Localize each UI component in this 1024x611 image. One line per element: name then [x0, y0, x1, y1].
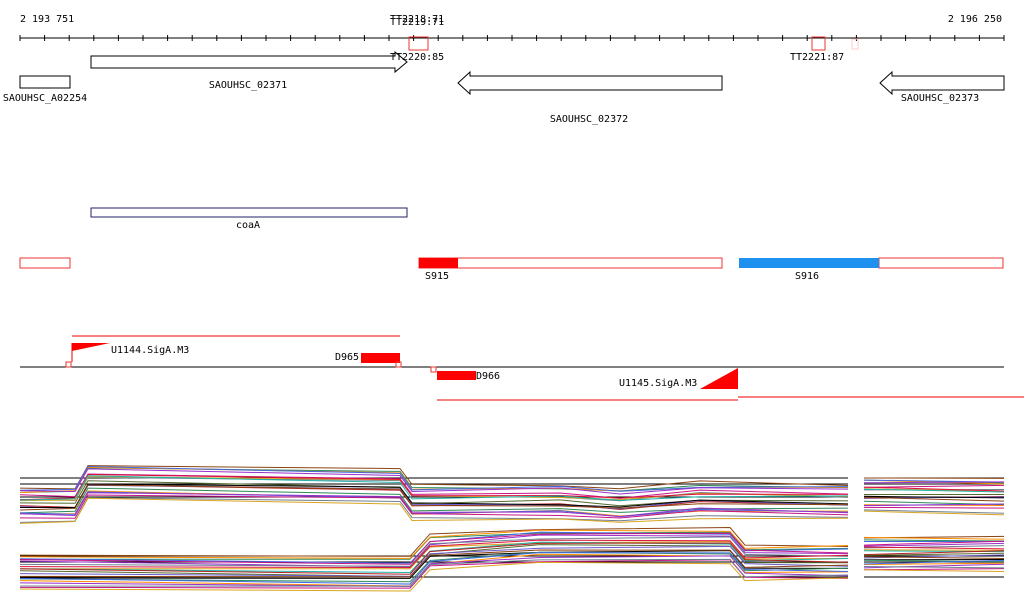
- gene: [90, 50, 408, 74]
- expression-trace: [863, 542, 1005, 547]
- expression-trace: [19, 531, 849, 564]
- expression-trace: [19, 539, 849, 569]
- expression-trace: [863, 539, 1005, 542]
- expression-trace: [19, 484, 849, 511]
- expression-trace: [19, 542, 849, 575]
- gene: [457, 70, 723, 96]
- terminator-box: [851, 38, 859, 50]
- feature-label: U1145.SigA.M3: [619, 378, 697, 389]
- expression-trace: [863, 496, 1005, 502]
- expression-trace: [863, 509, 1005, 514]
- gene: [879, 70, 1005, 96]
- terminator-label: TT2220:85: [390, 52, 444, 63]
- segment: [878, 257, 1004, 269]
- expression-trace: [19, 549, 849, 578]
- expression-trace: [863, 488, 1005, 493]
- expression-trace: [863, 562, 1005, 565]
- gene-label: SAOUHSC_02371: [209, 80, 287, 91]
- expression-trace: [19, 541, 849, 573]
- expression-trace: [863, 481, 1005, 484]
- expression-trace: [19, 527, 849, 557]
- feature-box: [65, 361, 72, 368]
- segment-label: S916: [795, 271, 819, 282]
- expression-trace: [19, 552, 849, 585]
- expression-trace: [19, 487, 849, 514]
- expression-trace: [19, 559, 849, 589]
- expression-trace: [19, 536, 849, 567]
- expression-trace: [19, 561, 849, 592]
- expression-trace: [863, 569, 1005, 573]
- terminator-box: [408, 36, 429, 51]
- expression-trace: [863, 546, 1005, 550]
- expression-trace: [19, 497, 849, 524]
- terminator-box: [811, 36, 826, 51]
- feature-label: D965: [335, 352, 359, 363]
- expression-trace: [863, 484, 1005, 488]
- expression-trace: [863, 486, 1005, 492]
- expression-trace: [19, 473, 849, 501]
- feature-label: U1144.SigA.M3: [111, 345, 189, 356]
- expression-trace: [863, 552, 1005, 556]
- expression-trace: [19, 465, 849, 492]
- expression-trace: [863, 556, 1005, 559]
- feature-box: [395, 361, 402, 368]
- feature: [437, 371, 476, 380]
- expression-trace: [19, 529, 849, 559]
- expression-trace: [863, 495, 1005, 499]
- expression-trace: [19, 492, 849, 518]
- feature: [361, 353, 400, 363]
- expression-trace: [19, 475, 849, 501]
- expression-trace: [863, 550, 1005, 556]
- expression-traces: [19, 465, 1005, 592]
- segment-fill: [419, 258, 458, 268]
- segment: [418, 257, 723, 269]
- expression-trace: [863, 540, 1005, 546]
- expression-trace: [19, 494, 849, 519]
- expression-trace: [19, 466, 849, 494]
- gene-label: SAOUHSC_02372: [550, 114, 628, 125]
- expression-trace: [863, 510, 1005, 516]
- expression-trace: [19, 532, 849, 565]
- ruler-end: 2 196 250: [948, 14, 1002, 25]
- expression-trace: [863, 503, 1005, 507]
- gene: [19, 75, 71, 89]
- feature-label: D966: [476, 371, 500, 382]
- operon: [90, 207, 408, 218]
- terminator-label: TT2221:87: [790, 52, 844, 63]
- operon-label: coaA: [236, 220, 260, 231]
- segment-label: S915: [425, 271, 449, 282]
- expression-trace: [863, 559, 1005, 565]
- promoter: [700, 368, 738, 389]
- expression-trace: [19, 558, 849, 587]
- expression-trace: [863, 566, 1005, 569]
- gene-label: SAOUHSC_A02254: [3, 93, 87, 104]
- expression-trace: [19, 468, 849, 495]
- segment-fill: [739, 258, 879, 268]
- terminator-label: TT2218:71: [390, 14, 444, 25]
- ruler-start: 2 193 751: [20, 14, 74, 25]
- ruler-ticks: [19, 35, 1005, 41]
- feature-box: [430, 366, 437, 373]
- expression-trace: [863, 506, 1005, 509]
- promoter: [72, 343, 110, 351]
- terminator-label: TT2219:71: [390, 17, 444, 28]
- gene-label: SAOUHSC_02373: [901, 93, 979, 104]
- segment: [19, 257, 71, 269]
- expression-trace: [863, 536, 1005, 540]
